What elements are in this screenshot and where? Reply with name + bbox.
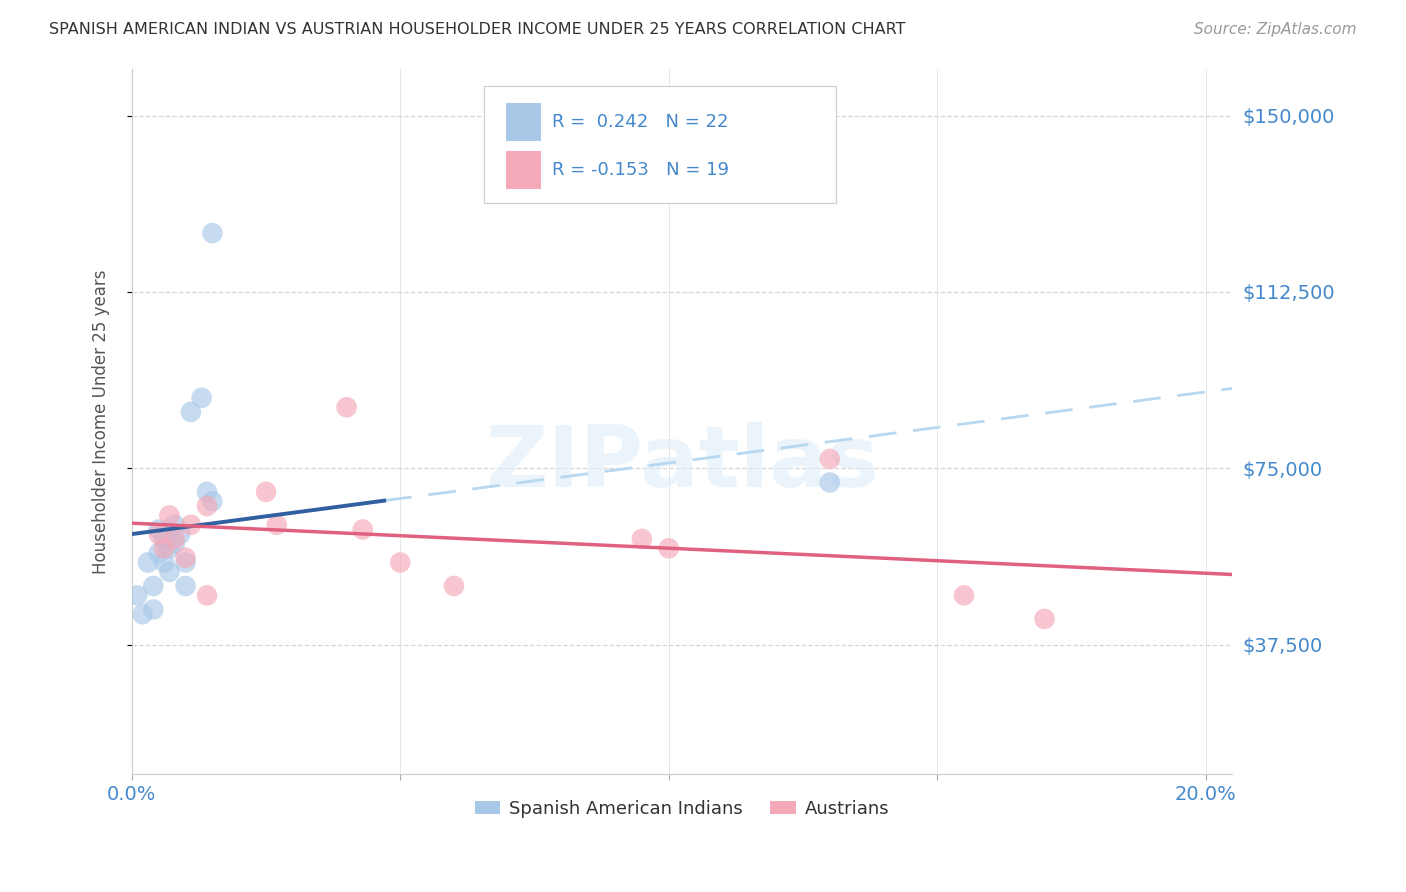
Y-axis label: Householder Income Under 25 years: Householder Income Under 25 years — [93, 269, 110, 574]
FancyBboxPatch shape — [506, 151, 541, 189]
Point — [136, 556, 159, 570]
Point — [190, 391, 212, 405]
Point — [131, 607, 153, 622]
Point — [658, 541, 681, 556]
Text: ZIPatlas: ZIPatlas — [485, 422, 879, 505]
FancyBboxPatch shape — [484, 87, 837, 202]
Point — [953, 588, 976, 602]
Point — [195, 499, 218, 513]
Point — [818, 452, 841, 467]
Point — [336, 401, 359, 415]
Point — [195, 588, 218, 602]
Point — [352, 523, 374, 537]
Text: Source: ZipAtlas.com: Source: ZipAtlas.com — [1194, 22, 1357, 37]
Point — [153, 541, 176, 556]
Point — [174, 556, 197, 570]
Text: R = -0.153   N = 19: R = -0.153 N = 19 — [553, 161, 730, 178]
Point — [443, 579, 465, 593]
Text: R =  0.242   N = 22: R = 0.242 N = 22 — [553, 112, 728, 130]
Point — [180, 405, 202, 419]
Point — [148, 546, 170, 560]
Point — [142, 579, 165, 593]
Point — [1033, 612, 1056, 626]
Point — [159, 565, 181, 579]
Point — [254, 484, 277, 499]
Point — [180, 517, 202, 532]
Legend: Spanish American Indians, Austrians: Spanish American Indians, Austrians — [468, 793, 897, 825]
Point — [163, 532, 186, 546]
Text: SPANISH AMERICAN INDIAN VS AUSTRIAN HOUSEHOLDER INCOME UNDER 25 YEARS CORRELATIO: SPANISH AMERICAN INDIAN VS AUSTRIAN HOUS… — [49, 22, 905, 37]
Point — [159, 508, 181, 523]
Point — [153, 556, 176, 570]
Point — [201, 494, 224, 508]
Point — [631, 532, 654, 546]
Point — [163, 536, 186, 550]
FancyBboxPatch shape — [506, 103, 541, 141]
Point — [153, 532, 176, 546]
Point — [127, 588, 149, 602]
Point — [148, 527, 170, 541]
Point — [142, 602, 165, 616]
Point — [159, 541, 181, 556]
Point — [266, 517, 288, 532]
Point — [148, 523, 170, 537]
Point — [169, 527, 191, 541]
Point — [201, 226, 224, 240]
Point — [389, 556, 412, 570]
Point — [174, 579, 197, 593]
Point — [163, 517, 186, 532]
Point — [174, 550, 197, 565]
Point — [818, 475, 841, 490]
Point — [195, 484, 218, 499]
